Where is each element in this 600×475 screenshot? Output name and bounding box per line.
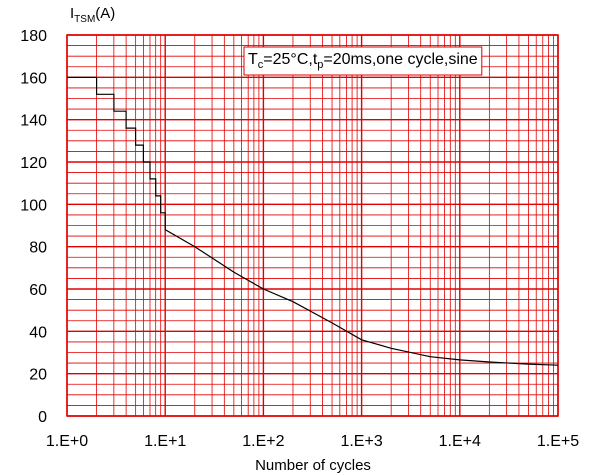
y-tick-label: 0 bbox=[38, 409, 47, 426]
y-axis-label: ITSM(A) bbox=[70, 5, 115, 25]
x-tick-labels: 1.E+0 1.E+1 1.E+2 1.E+3 1.E+4 1.E+5 bbox=[46, 433, 579, 450]
x-tick-label: 1.E+0 bbox=[46, 433, 88, 450]
y-tick-label: 140 bbox=[20, 113, 47, 130]
x-tick-label: 1.E+1 bbox=[144, 433, 186, 450]
annotation-label: Tc=25°C,tp=20ms,one cycle,sine bbox=[248, 51, 478, 71]
y-tick-label: 40 bbox=[29, 324, 47, 341]
plot-area-border bbox=[66, 34, 559, 417]
grid-minor-lines bbox=[67, 35, 558, 416]
y-tick-label: 20 bbox=[29, 367, 47, 384]
y-tick-labels: 0 20 40 60 80 100 120 140 160 180 bbox=[20, 28, 47, 426]
y-tick-label: 160 bbox=[20, 70, 47, 87]
y-tick-label: 180 bbox=[20, 28, 47, 45]
y-tick-label: 120 bbox=[20, 155, 47, 172]
x-tick-label: 1.E+3 bbox=[340, 433, 382, 450]
annotation-background bbox=[243, 46, 483, 76]
x-tick-label: 1.E+2 bbox=[242, 433, 284, 450]
x-tick-label: 1.E+4 bbox=[439, 433, 481, 450]
x-axis-label: Number of cycles bbox=[255, 457, 371, 474]
y-tick-label: 80 bbox=[29, 240, 47, 257]
y-tick-label: 100 bbox=[20, 197, 47, 214]
series-line bbox=[67, 76, 559, 366]
x-tick-label: 1.E+5 bbox=[537, 433, 579, 450]
y-tick-label: 60 bbox=[29, 282, 47, 299]
